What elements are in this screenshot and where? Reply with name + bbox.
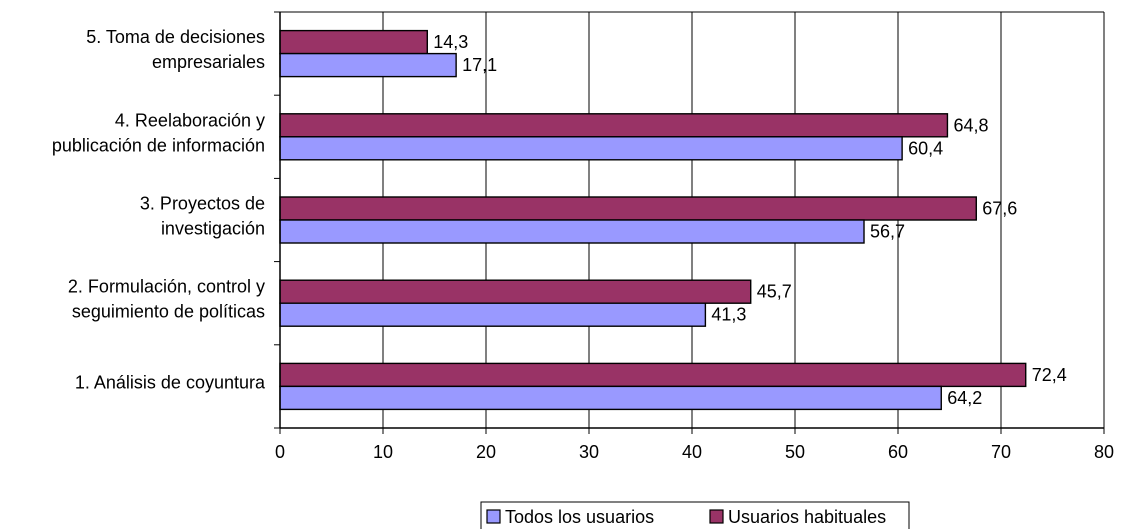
bar-todos [280, 54, 456, 77]
bar-todos [280, 386, 941, 409]
data-label: 41,3 [711, 305, 746, 325]
category-label: 5. Toma de decisiones [86, 27, 265, 47]
legend-label: Usuarios habituales [728, 507, 886, 527]
bar-habituales [280, 280, 751, 303]
data-label: 60,4 [908, 138, 943, 158]
data-label: 17,1 [462, 55, 497, 75]
x-tick-label: 60 [888, 442, 908, 462]
bar-habituales [280, 197, 976, 220]
x-tick-label: 30 [579, 442, 599, 462]
x-tick-label: 0 [275, 442, 285, 462]
bar-todos [280, 303, 705, 326]
data-label: 64,2 [947, 388, 982, 408]
bar-habituales [280, 31, 427, 54]
category-label: seguimiento de políticas [72, 302, 265, 322]
category-label: 1. Análisis de coyuntura [75, 372, 266, 392]
data-label: 14,3 [433, 32, 468, 52]
data-label: 45,7 [757, 282, 792, 302]
category-label: 4. Reelaboración y [115, 110, 265, 130]
x-tick-label: 50 [785, 442, 805, 462]
bar-habituales [280, 363, 1026, 386]
x-tick-label: 40 [682, 442, 702, 462]
data-label: 72,4 [1032, 365, 1067, 385]
legend: Todos los usuarios Usuarios habituales [481, 502, 909, 529]
category-label: publicación de información [52, 135, 265, 155]
category-label: investigación [161, 219, 265, 239]
legend-swatch-habituales [710, 510, 723, 523]
x-tick-label: 80 [1094, 442, 1114, 462]
data-label: 64,8 [953, 115, 988, 135]
bar-todos [280, 137, 902, 160]
legend-label: Todos los usuarios [505, 507, 654, 527]
x-tick-label: 20 [476, 442, 496, 462]
data-label: 67,6 [982, 199, 1017, 219]
bar-habituales [280, 114, 947, 137]
data-label: 56,7 [870, 222, 905, 242]
x-tick-label: 10 [373, 442, 393, 462]
bar-todos [280, 220, 864, 243]
x-tick-label: 70 [991, 442, 1011, 462]
category-label: 2. Formulación, control y [68, 277, 265, 297]
legend-swatch-todos [487, 510, 500, 523]
category-label: 3. Proyectos de [140, 194, 265, 214]
category-label: empresariales [152, 52, 265, 72]
bars [280, 31, 1026, 410]
